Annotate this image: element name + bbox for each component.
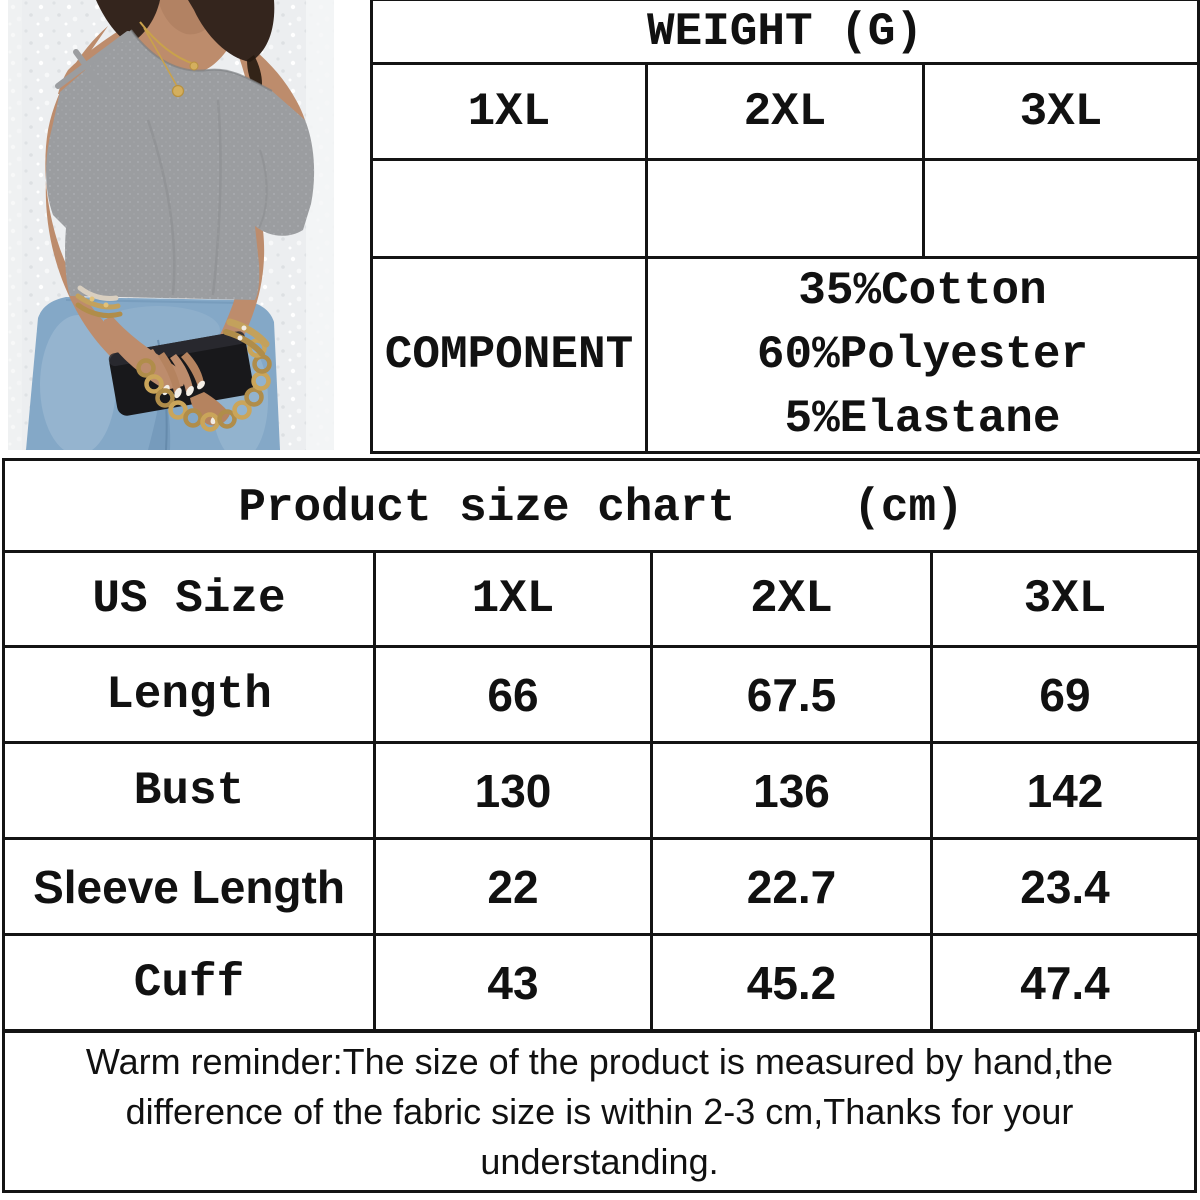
component-line-elastane: 5%Elastane <box>784 393 1061 445</box>
wall-highlight-left <box>8 0 22 450</box>
weight-value-3xl <box>922 158 1200 259</box>
weight-size-1xl: 1XL <box>370 62 648 161</box>
bracelet-stack <box>75 285 123 319</box>
size-chart-unit: (cm) <box>853 482 964 534</box>
weight-size-3xl: 3XL <box>922 62 1200 161</box>
row-label-cuff: Cuff <box>2 933 376 1032</box>
column-header-2xl: 2XL <box>650 550 933 648</box>
row-label-length: Length <box>2 645 376 744</box>
chain-bracelet <box>223 318 270 357</box>
row-label-sleeve-length: Sleeve Length <box>2 837 376 936</box>
shoulder-straps <box>55 31 131 93</box>
bust-2xl: 136 <box>650 741 933 840</box>
gold-chain <box>136 338 272 432</box>
weight-value-2xl <box>645 158 925 259</box>
grey-top <box>46 29 315 300</box>
component-label: COMPONENT <box>370 256 648 454</box>
length-1xl: 66 <box>373 645 653 744</box>
size-chart-title: Product size chart <box>238 482 736 534</box>
column-header-us-size: US Size <box>2 550 376 648</box>
table-row-length: Length 66 67.5 69 <box>2 645 1200 744</box>
cuff-1xl: 43 <box>373 933 653 1032</box>
table-row-cuff: Cuff 43 45.2 47.4 <box>2 933 1200 1032</box>
sleeve-length-1xl: 22 <box>373 837 653 936</box>
component-line-polyester: 60%Polyester <box>756 329 1089 381</box>
component-line-cotton: 35%Cotton <box>798 265 1047 317</box>
bust-1xl: 130 <box>373 741 653 840</box>
necklace <box>139 21 199 98</box>
reminder-line-3: understanding. <box>480 1140 719 1182</box>
sleeve-length-2xl: 22.7 <box>650 837 933 936</box>
length-3xl: 69 <box>930 645 1200 744</box>
warm-reminder: Warm reminder:The size of the product is… <box>2 1030 1197 1193</box>
weight-value-1xl <box>370 158 648 259</box>
size-chart-table: Product size chart (cm) US Size 1XL 2XL 3… <box>2 458 1200 1032</box>
length-2xl: 67.5 <box>650 645 933 744</box>
left-hand <box>104 316 205 399</box>
table-row-sleeve-length: Sleeve Length 22 22.7 23.4 <box>2 837 1200 936</box>
product-photo <box>8 0 334 460</box>
column-header-3xl: 3XL <box>930 550 1200 648</box>
weight-size-2xl: 2XL <box>645 62 925 161</box>
weight-table: WEIGHT (G) 1XL 2XL 3XL COMPONENT 35%Cott… <box>370 0 1200 454</box>
sleeve-length-3xl: 23.4 <box>930 837 1200 936</box>
cuff-2xl: 45.2 <box>650 933 933 1032</box>
table-row-bust: Bust 130 136 142 <box>2 741 1200 840</box>
bust-3xl: 142 <box>930 741 1200 840</box>
cuff-3xl: 47.4 <box>930 933 1200 1032</box>
weight-table-title: WEIGHT (G) <box>370 0 1200 65</box>
reminder-line-1: Warm reminder:The size of the product is… <box>85 1040 1114 1082</box>
row-label-bust: Bust <box>2 741 376 840</box>
size-chart-title-cell: Product size chart (cm) <box>2 458 1200 553</box>
component-value: 35%Cotton 60%Polyester 5%Elastane <box>645 256 1200 454</box>
wall-highlight-right <box>306 0 334 450</box>
reminder-line-2: difference of the fabric size is within … <box>125 1090 1074 1132</box>
column-header-1xl: 1XL <box>373 550 653 648</box>
